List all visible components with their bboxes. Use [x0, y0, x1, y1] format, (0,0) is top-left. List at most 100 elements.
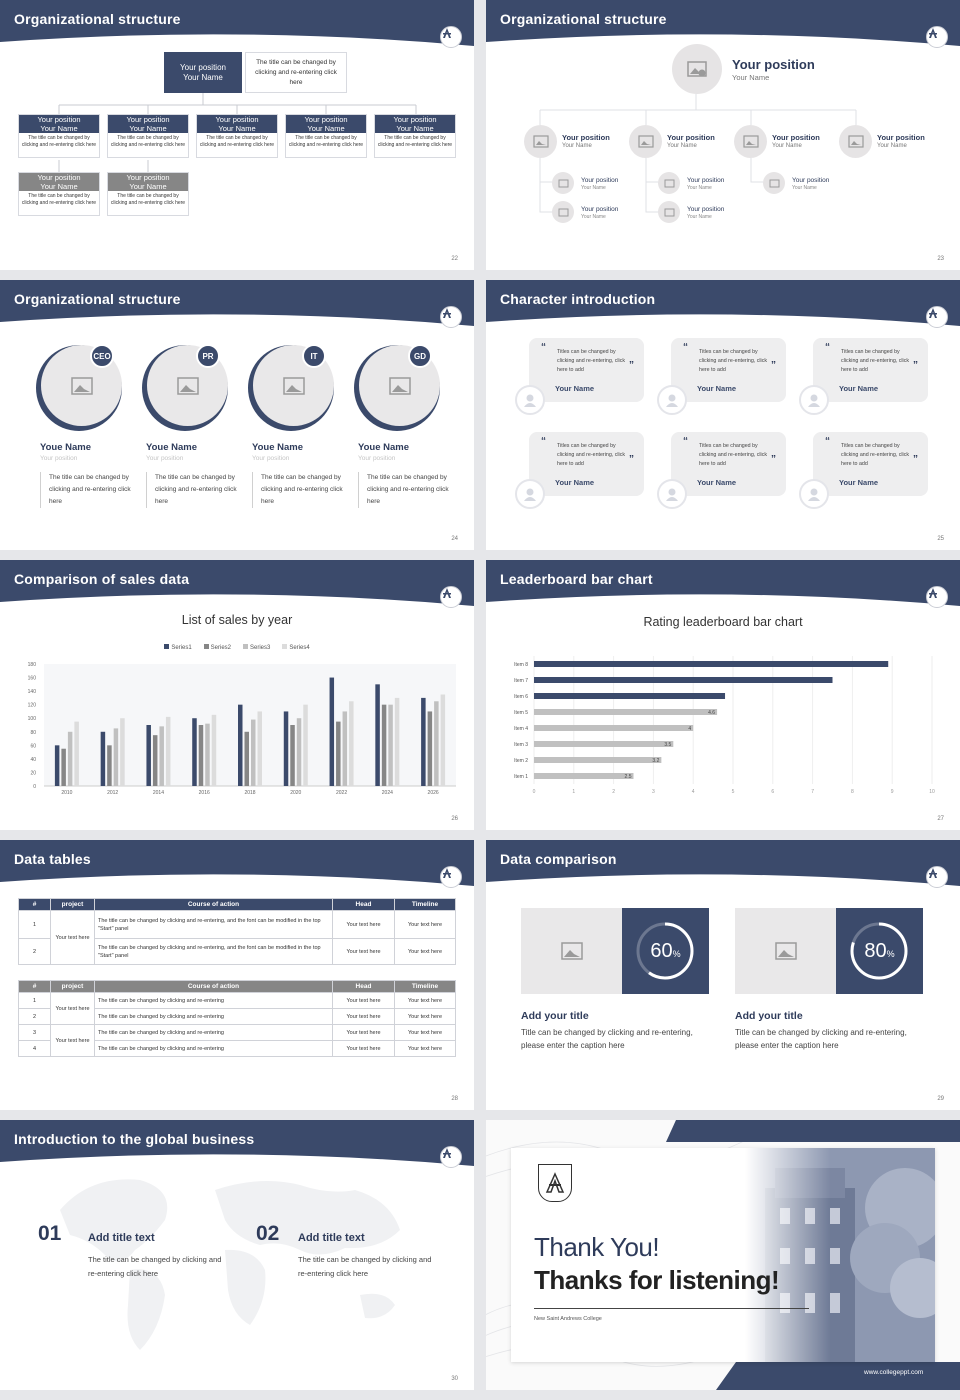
bar: [152, 735, 158, 786]
image-placeholder-icon[interactable]: [658, 201, 680, 223]
quote-close-icon: ”: [771, 454, 776, 465]
image-placeholder-icon[interactable]: [763, 172, 785, 194]
legend-item: Series2: [203, 644, 231, 651]
page-number: 27: [937, 816, 944, 822]
image-placeholder-icon[interactable]: [552, 201, 574, 223]
org-box[interactable]: Your position Your Name The title can be c…: [18, 172, 100, 216]
name-label: Your Name: [40, 123, 78, 133]
slide-24[interactable]: Organizational structure CEO Youe Name Y…: [0, 280, 474, 550]
page-number: 30: [451, 1376, 458, 1382]
row-number: 2: [18, 938, 51, 965]
org-box[interactable]: Your position Your Name The title can be c…: [18, 114, 100, 158]
bar: [165, 716, 171, 786]
quote-open-icon: “: [683, 436, 688, 447]
name-label: Your Name: [581, 185, 606, 191]
org-box[interactable]: Your position Your Name The title can be c…: [374, 114, 456, 158]
table-row[interactable]: 3 Your text here The title can be change…: [18, 1024, 456, 1057]
bar: [534, 725, 694, 731]
table-row[interactable]: 4 The title can be changed by clicking a…: [18, 1040, 456, 1057]
image-placeholder-icon[interactable]: [735, 908, 836, 994]
testimonial-card[interactable]: “ Titles can be changed by clicking and r…: [813, 338, 928, 402]
item-description: The title can be changed by clicking and…: [88, 1255, 222, 1278]
bar: [440, 694, 446, 786]
bar: [296, 718, 302, 786]
quote-close-icon: ”: [629, 454, 634, 465]
bar: [534, 693, 726, 699]
person-position: Your position: [252, 455, 290, 462]
slide-23[interactable]: Organizational structure Your position Y…: [486, 0, 960, 270]
name-label: Your Name: [792, 185, 817, 191]
y-tick-label: 160: [28, 676, 37, 682]
org-box[interactable]: Your position Your Name The title can be c…: [107, 172, 189, 216]
slide-31[interactable]: Thank You! Thanks for listening! New Sai…: [486, 1120, 960, 1390]
bar: [67, 731, 73, 786]
item-heading: Add title text: [298, 1232, 365, 1244]
image-placeholder-icon[interactable]: [524, 125, 557, 158]
x-tick-label: 2012: [107, 790, 118, 796]
org-box[interactable]: Your position Your Name The title can be c…: [196, 114, 278, 158]
table-row[interactable]: 1 Your text here The title can be change…: [18, 910, 456, 965]
name-label: Your Name: [396, 123, 434, 133]
image-placeholder-icon[interactable]: [629, 125, 662, 158]
bar: [100, 731, 106, 786]
y-tick-label: 100: [28, 716, 37, 722]
bar: [290, 725, 295, 786]
top-position-box[interactable]: Your position Your Name: [164, 52, 242, 93]
bar: [146, 725, 151, 786]
slide-title: Leaderboard bar chart: [500, 571, 653, 587]
action-cell: The title can be changed by clicking and…: [94, 1040, 333, 1057]
image-placeholder-icon[interactable]: [552, 172, 574, 194]
image-placeholder-icon[interactable]: [658, 172, 680, 194]
testimonial-card[interactable]: “ Titles can be changed by clicking and r…: [813, 432, 928, 496]
image-placeholder-icon[interactable]: [672, 44, 722, 94]
quote-open-icon: “: [541, 342, 546, 353]
percent-panel: 60%: [622, 908, 709, 994]
image-placeholder-icon[interactable]: [734, 125, 767, 158]
name-label: Your Name: [772, 143, 802, 149]
testimonial-card[interactable]: “ Titles can be changed by clicking and r…: [529, 338, 644, 402]
slide-22[interactable]: Organizational structure Your position Y…: [0, 0, 474, 270]
avatar: [515, 385, 545, 415]
slide-26[interactable]: Comparison of sales data List of sales b…: [0, 560, 474, 830]
item-heading: Add title text: [88, 1232, 155, 1244]
x-tick-label: 1: [572, 789, 575, 795]
table-row[interactable]: 1 Your text here The title can be change…: [18, 992, 456, 1025]
name-label: Your Name: [40, 181, 78, 191]
image-placeholder-icon[interactable]: [521, 908, 622, 994]
quote-open-icon: “: [683, 342, 688, 353]
bar: [342, 711, 348, 786]
slide-27[interactable]: Leaderboard bar chart Rating leaderboard…: [486, 560, 960, 830]
bar: [251, 719, 256, 786]
bar: [211, 714, 217, 786]
slide-header: Data tables: [0, 840, 474, 890]
quote-close-icon: ”: [629, 360, 634, 371]
slide-title: Organizational structure: [14, 291, 181, 307]
slide-30[interactable]: Introduction to the global business 01 A…: [0, 1120, 474, 1390]
x-tick-label: 6: [771, 789, 774, 795]
bar: [329, 677, 335, 786]
item-heading: Add your title: [521, 1010, 589, 1022]
slide-25[interactable]: Character introduction “ Titles can be ch…: [486, 280, 960, 550]
quote-close-icon: ”: [913, 454, 918, 465]
slide-title: Comparison of sales data: [14, 571, 190, 587]
action-cell: The title can be changed by clicking and…: [94, 938, 333, 965]
ring-fill: [636, 922, 694, 980]
bar: [534, 661, 889, 667]
col-header: Timeline: [394, 980, 456, 993]
row-number: 1: [18, 992, 51, 1009]
website-link[interactable]: www.collegeppt.com: [864, 1369, 924, 1376]
image-placeholder-icon[interactable]: [839, 125, 872, 158]
card-text: Titles can be changed by clicking and re…: [699, 349, 768, 373]
avatar: [515, 479, 545, 509]
table-row[interactable]: 2 The title can be changed by clicking a…: [18, 938, 456, 965]
header-wave: [0, 840, 474, 886]
org-box[interactable]: Your position Your Name The title can be c…: [107, 114, 189, 158]
item-caption: Title can be changed by clicking and re-…: [521, 1028, 693, 1050]
org-box[interactable]: Your position Your Name The title can be c…: [285, 114, 367, 158]
slide-29[interactable]: Data comparison 60% Add your title Title…: [486, 840, 960, 1110]
testimonial-card[interactable]: “ Titles can be changed by clicking and r…: [671, 432, 786, 496]
testimonial-card[interactable]: “ Titles can be changed by clicking and r…: [671, 338, 786, 402]
testimonial-card[interactable]: “ Titles can be changed by clicking and r…: [529, 432, 644, 496]
name-label: Your Name: [581, 214, 606, 220]
slide-28[interactable]: Data tables # project Course of action H…: [0, 840, 474, 1110]
